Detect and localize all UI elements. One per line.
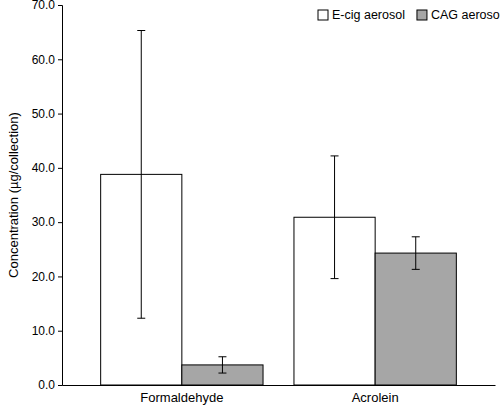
- x-tick: Acrolein: [352, 385, 399, 405]
- y-tick-mark: [58, 222, 62, 223]
- error-bar-stem: [334, 156, 335, 279]
- error-bar: [331, 156, 339, 279]
- error-bar-cap: [218, 373, 226, 374]
- y-tick: 30.0: [32, 215, 62, 229]
- y-axis: 0.0 10.0 20.0 30.0 40.0 50.0 60.0 70.0: [32, 0, 63, 392]
- legend-label: E-cig aerosol: [332, 8, 405, 22]
- y-tick-label: 70.0: [32, 0, 56, 12]
- y-tick-mark: [58, 385, 62, 386]
- x-axis-line: [63, 385, 496, 386]
- y-tick: 70.0: [32, 0, 62, 12]
- y-tick-mark: [58, 114, 62, 115]
- y-tick-mark: [58, 331, 62, 332]
- error-bar: [218, 357, 226, 373]
- y-axis-title: Concentration (µg/collection): [6, 112, 21, 278]
- y-tick: 50.0: [32, 107, 62, 121]
- legend-item: E-cig aerosol: [318, 8, 405, 22]
- error-bar-stem: [141, 31, 142, 319]
- legend-swatch: [417, 10, 427, 20]
- y-tick: 40.0: [32, 161, 62, 175]
- y-tick: 0.0: [38, 378, 62, 392]
- y-tick: 60.0: [32, 53, 62, 67]
- x-tick-label: Formaldehyde: [140, 390, 223, 405]
- y-tick-label: 40.0: [32, 161, 56, 175]
- error-bar: [137, 31, 145, 319]
- bar: [375, 253, 456, 385]
- y-tick-label: 60.0: [32, 53, 56, 67]
- x-tick-label: Acrolein: [352, 390, 399, 405]
- error-bar-stem: [222, 357, 223, 373]
- plot: 0.0 10.0 20.0 30.0 40.0 50.0 60.0 70.0 Formaldeh…: [32, 0, 496, 405]
- y-tick-label: 10.0: [32, 324, 56, 338]
- error-bar-cap: [137, 30, 145, 31]
- error-bar-cap: [412, 236, 420, 237]
- y-tick-mark: [58, 59, 62, 60]
- y-tick-label: 0.0: [38, 378, 55, 392]
- error-bar-cap: [412, 269, 420, 270]
- error-bar: [412, 237, 420, 270]
- error-bar-stem: [415, 237, 416, 270]
- y-tick-label: 30.0: [32, 215, 56, 229]
- marks: [101, 31, 457, 385]
- legend: E-cig aerosol CAG aerosol: [318, 8, 500, 22]
- error-bar-cap: [331, 155, 339, 156]
- legend-label: CAG aerosol: [431, 8, 500, 22]
- y-axis-line: [58, 6, 63, 386]
- error-bar-cap: [218, 356, 226, 357]
- y-tick-mark: [58, 5, 62, 6]
- error-bar-cap: [331, 278, 339, 279]
- y-tick-mark: [58, 276, 62, 277]
- legend-item: CAG aerosol: [417, 8, 500, 22]
- y-tick: 20.0: [32, 270, 62, 284]
- legend-swatch: [318, 10, 328, 20]
- x-axis: Formaldehyde Acrolein: [63, 385, 496, 405]
- y-tick-label: 20.0: [32, 270, 56, 284]
- y-tick-label: 50.0: [32, 107, 56, 121]
- chart: 0.0 10.0 20.0 30.0 40.0 50.0 60.0 70.0 Formaldeh…: [0, 0, 500, 413]
- y-tick: 10.0: [32, 324, 62, 338]
- y-tick-mark: [58, 168, 62, 169]
- error-bar-cap: [137, 318, 145, 319]
- x-tick: Formaldehyde: [140, 385, 223, 405]
